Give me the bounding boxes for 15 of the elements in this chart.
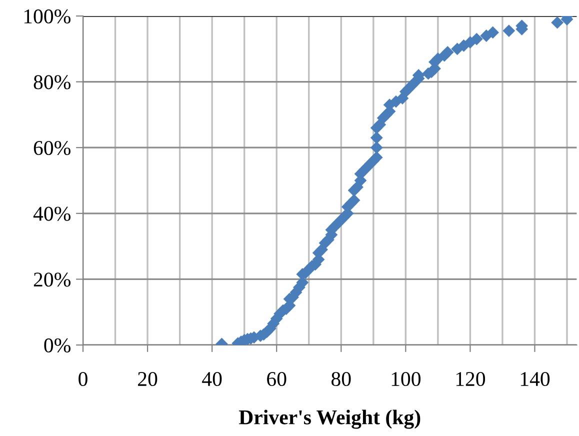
y-tick-label: 60% — [34, 140, 70, 156]
x-tick-label: 80 — [332, 372, 351, 386]
x-tick-label: 60 — [267, 372, 286, 386]
x-tick-label: 0 — [78, 372, 88, 386]
x-tick-label: 100 — [392, 372, 420, 386]
x-tick-label: 120 — [456, 372, 486, 386]
x-axis-title: Driver's Weight (kg) — [238, 410, 420, 429]
y-tick-label: 0% — [44, 338, 70, 352]
y-tick-label: 80% — [34, 75, 70, 90]
x-tick-label: 140 — [520, 372, 550, 386]
y-tick-label: 40% — [33, 206, 70, 221]
y-tick-label: 20% — [34, 272, 70, 287]
y-tick-label: 100% — [24, 9, 70, 24]
x-tick-label: 20 — [138, 372, 158, 386]
x-tick-label: 40 — [202, 372, 222, 386]
